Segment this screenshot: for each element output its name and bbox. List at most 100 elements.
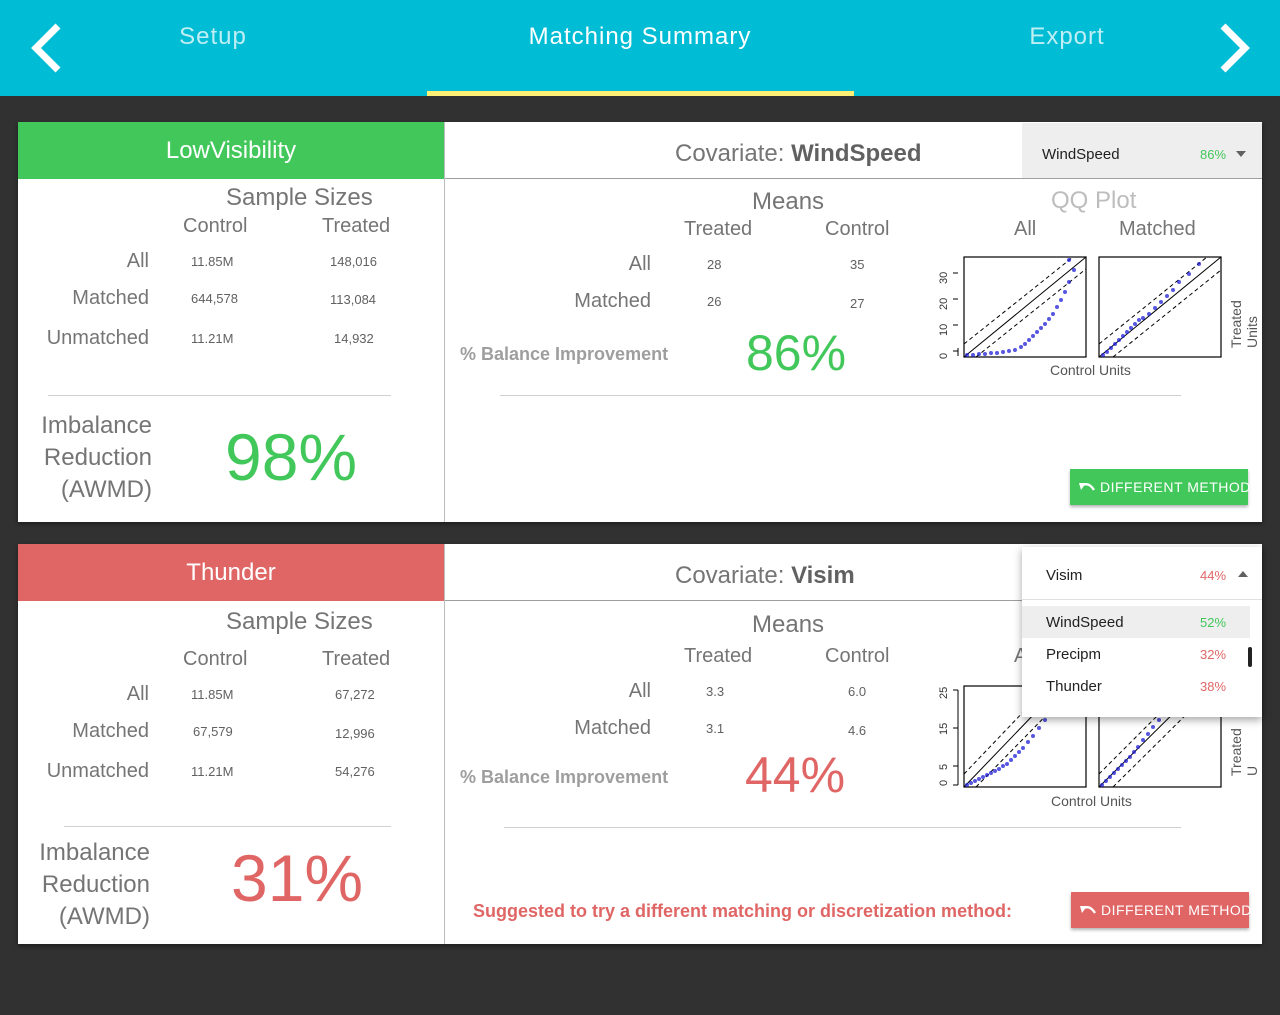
divider	[64, 826, 391, 827]
different-method-button[interactable]: DIFFERENT METHOD	[1071, 892, 1252, 928]
control-matched-value: 67,579	[193, 724, 233, 739]
sample-sizes-title: Sample Sizes	[226, 608, 373, 635]
suggestion-text: Suggested to try a different matching or…	[473, 901, 1013, 921]
covariate-select-value: WindSpeed	[1042, 146, 1120, 163]
means-row-matched: Matched	[574, 717, 651, 739]
divider	[500, 395, 1181, 396]
button-label: DIFFERENT METHOD	[1101, 902, 1252, 918]
qq-x-axis-label: Control Units	[1050, 362, 1131, 378]
tab-setup[interactable]: Setup	[179, 23, 247, 50]
row-label-matched: Matched	[72, 287, 149, 309]
qq-matched-points	[1101, 262, 1201, 357]
dropdown-option-thunder[interactable]: Thunder 38%	[1022, 670, 1250, 702]
option-label: Thunder	[1046, 678, 1102, 695]
treated-all-value: 148,016	[330, 254, 377, 269]
means-control-all: 35	[850, 257, 865, 272]
qq-axis-ticks	[953, 689, 959, 786]
balance-improvement-label: % Balance Improvement	[460, 344, 669, 364]
button-label: DIFFERENT METHOD	[1100, 479, 1251, 495]
covariate-title: Covariate: Visim	[675, 562, 855, 590]
covariate-select[interactable]: WindSpeed 86%	[1022, 123, 1262, 178]
qq-tick-label: 25	[938, 686, 950, 699]
qq-tick-label: 30	[938, 271, 950, 284]
qq-plot	[953, 256, 1222, 358]
balance-improvement-label: % Balance Improvement	[460, 767, 669, 787]
qq-plot-title: QQ Plot	[1051, 187, 1137, 214]
covariate-name: WindSpeed	[791, 140, 922, 167]
means-row-all: All	[628, 253, 651, 275]
covariate-dropdown-menu: Visim 44% WindSpeed 52% Precipm 32% Thun…	[1022, 547, 1262, 717]
treated-matched-value: 113,084	[330, 292, 377, 307]
chevron-left-icon[interactable]	[28, 22, 68, 74]
means-treated-matched: 3.1	[706, 721, 725, 736]
dropdown-option-precipm[interactable]: Precipm 32%	[1022, 638, 1250, 670]
option-label: WindSpeed	[1046, 614, 1124, 631]
outcome-card-lowvisibility: LowVisibility Sample Sizes Control Treat…	[18, 122, 1262, 522]
col-control-header: Control	[183, 215, 248, 237]
means-treated-header: Treated	[684, 645, 753, 667]
covariate-header: Covariate: Visim	[445, 544, 1262, 601]
imbalance-label-line: (AWMD)	[60, 476, 152, 503]
qq-all-points	[965, 258, 1076, 357]
means-control-header: Control	[825, 218, 890, 240]
qq-tick-label: 0	[938, 779, 950, 786]
col-treated-header: Treated	[322, 215, 391, 237]
means-control-matched: 4.6	[848, 723, 867, 738]
row-label-unmatched: Unmatched	[46, 760, 149, 782]
qq-tick-label: 20	[938, 297, 950, 310]
imbalance-label-line: Imbalance	[39, 839, 150, 866]
outcome-title: Thunder	[18, 544, 444, 601]
option-label: Precipm	[1046, 646, 1102, 663]
undo-icon	[1080, 906, 1097, 914]
pane-divider	[444, 544, 445, 944]
qq-all-label: All	[1014, 218, 1037, 240]
control-matched-value: 644,578	[191, 291, 238, 306]
pane-divider	[444, 122, 445, 522]
qq-tick-label: 15	[938, 722, 950, 735]
row-label-all: All	[126, 250, 149, 272]
imbalance-label-line: (AWMD)	[58, 903, 150, 930]
row-label-matched: Matched	[72, 720, 149, 742]
sample-sizes-title: Sample Sizes	[226, 184, 373, 211]
covariate-prefix: Covariate:	[675, 140, 792, 167]
sample-size-pane: Thunder Sample Sizes Control Treated All…	[18, 544, 444, 944]
qq-all-points	[965, 718, 1047, 787]
qq-axis-ticks	[953, 272, 959, 356]
divider	[504, 827, 1181, 828]
covariate-select[interactable]: Visim 44%	[1022, 547, 1262, 600]
covariate-select-value: Visim	[1046, 567, 1083, 584]
balance-improvement-value: 44%	[745, 747, 846, 803]
qq-y-axis-label: Treated Units	[1228, 300, 1260, 348]
imbalance-label-line: Imbalance	[41, 412, 152, 439]
treated-matched-value: 12,996	[335, 726, 375, 741]
chevron-right-icon[interactable]	[1213, 22, 1253, 74]
covariate-name: Visim	[791, 562, 855, 589]
divider	[48, 395, 391, 396]
means-row-all: All	[628, 680, 651, 702]
active-tab-indicator	[427, 91, 854, 96]
imbalance-label-line: Reduction	[41, 871, 150, 898]
imbalance-reduction-value: 31%	[231, 841, 364, 915]
dropdown-option-windspeed[interactable]: WindSpeed 52%	[1022, 606, 1250, 638]
covariate-header: Covariate: WindSpeed	[445, 122, 1262, 179]
means-control-all: 6.0	[848, 684, 867, 699]
row-label-unmatched: Unmatched	[46, 327, 149, 349]
covariate-title: Covariate: WindSpeed	[675, 140, 922, 168]
means-treated-all: 28	[707, 257, 722, 272]
qq-matched-panel	[1098, 256, 1222, 358]
qq-tick-label: 5	[938, 763, 950, 770]
dropdown-scrollbar[interactable]	[1248, 647, 1252, 667]
qq-tick-label: 0	[938, 352, 950, 359]
different-method-button[interactable]: DIFFERENT METHOD	[1070, 469, 1251, 505]
qq-x-axis-label: Control Units	[1051, 793, 1132, 809]
tab-matching-summary[interactable]: Matching Summary	[528, 23, 752, 50]
treated-all-value: 67,272	[335, 687, 375, 702]
control-all-value: 11.85M	[191, 687, 234, 702]
qq-tick-label: 10	[938, 323, 950, 336]
means-treated-matched: 26	[707, 294, 722, 309]
imbalance-reduction-label: Imbalance Reduction (AWMD)	[41, 410, 152, 506]
covariate-prefix: Covariate:	[675, 562, 792, 589]
means-title: Means	[752, 188, 825, 215]
tab-export[interactable]: Export	[1029, 23, 1105, 50]
control-unmatched-value: 11.21M	[191, 331, 234, 346]
